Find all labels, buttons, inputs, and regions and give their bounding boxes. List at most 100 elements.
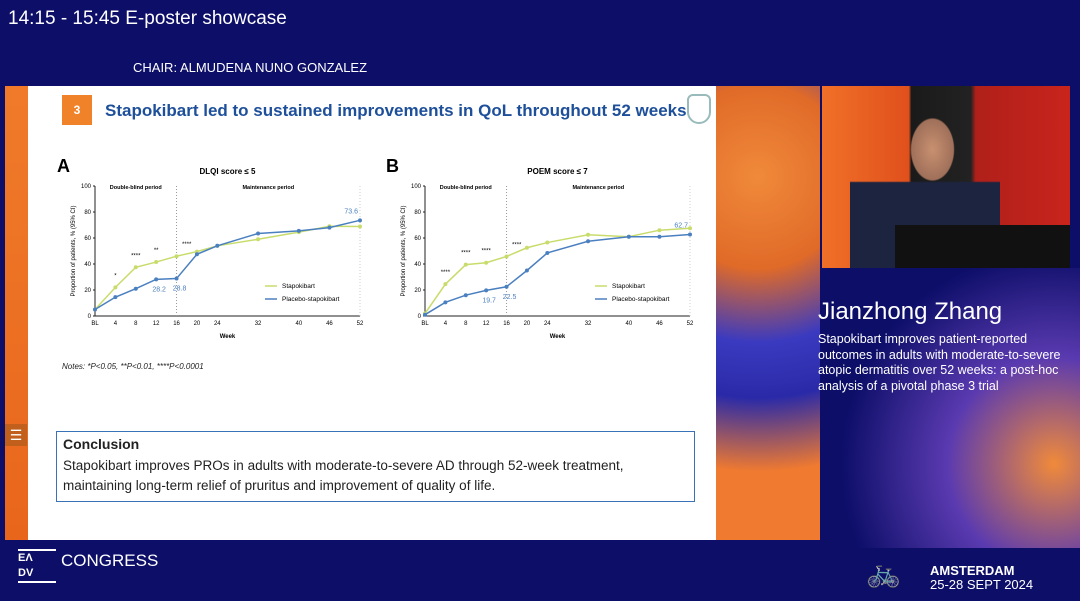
y-tick-label: 40 (414, 262, 421, 268)
conclusion-heading: Conclusion (63, 436, 140, 452)
x-tick-label: 24 (214, 321, 221, 327)
x-tick-label: 20 (194, 321, 201, 327)
data-point (524, 245, 529, 250)
significance-marker: ** (154, 248, 159, 254)
y-tick-label: 60 (414, 236, 421, 242)
legend-label: Stapokibart (612, 283, 645, 290)
x-tick-label: BL (421, 321, 429, 327)
chart-poem: POEM score ≤ 7 0 20 40 60 80 100 BL 4 8 12 16 20 24 32… (401, 167, 694, 340)
x-tick-label: 32 (255, 321, 262, 327)
panel-label-b: B (386, 156, 399, 176)
x-axis-label: Week (550, 334, 566, 340)
y-tick-label: 60 (84, 236, 91, 242)
y-tick-label: 100 (411, 184, 422, 190)
x-tick-label: 52 (357, 321, 364, 327)
data-label: 73.6 (344, 208, 358, 215)
institution-logo-icon (687, 94, 711, 124)
data-point (504, 284, 509, 289)
y-tick-label: 80 (414, 210, 421, 216)
data-point (524, 268, 529, 273)
data-point (657, 228, 662, 233)
city-label: AMSTERDAM (930, 563, 1015, 578)
data-point (113, 295, 118, 300)
speaker-name: Jianzhong Zhang (818, 298, 1003, 325)
data-point (174, 254, 179, 259)
significance-marker: **** (512, 242, 522, 248)
conclusion-text: Stapokibart improves PROs in adults with… (63, 458, 624, 493)
x-tick-label: 46 (326, 321, 333, 327)
data-point (423, 312, 427, 317)
data-point (154, 260, 159, 265)
data-point (133, 265, 138, 270)
x-tick-label: 4 (444, 321, 448, 327)
chart-dlqi: DLQI score ≤ 5 0 20 40 60 80 100 BL 4 8 12 16 20 24 32… (71, 167, 364, 340)
x-tick-label: 46 (656, 321, 663, 327)
legend-label: Stapokibart (282, 283, 315, 290)
data-point (133, 286, 138, 291)
data-point (463, 293, 468, 298)
x-tick-label: 16 (503, 321, 510, 327)
period-label: Maintenance period (242, 185, 294, 191)
conclusion-box: Conclusion Stapokibart improves PROs in … (56, 431, 695, 502)
decorative-background (716, 86, 820, 540)
dates-label: 25-28 SEPT 2024 (930, 577, 1034, 592)
data-point (296, 228, 301, 233)
x-tick-label: 12 (153, 321, 160, 327)
talk-title: Stapokibart improves patient-reported ou… (818, 332, 1061, 393)
significance-marker: **** (441, 270, 451, 276)
y-axis-label: Proportion of patients, % (95% CI) (401, 205, 407, 296)
y-tick-label: 20 (414, 288, 421, 294)
data-point (154, 277, 159, 282)
data-point (256, 231, 261, 236)
significance-marker: * (114, 273, 117, 279)
period-label: Double-blind period (440, 185, 492, 191)
data-point (484, 288, 489, 293)
x-tick-label: 16 (173, 321, 180, 327)
data-point (463, 262, 468, 267)
y-tick-label: 0 (88, 314, 92, 320)
data-label: 22.5 (503, 294, 517, 301)
menu-icon[interactable]: ☰ (5, 424, 27, 446)
y-tick-label: 40 (84, 262, 91, 268)
data-point (174, 276, 179, 281)
x-tick-label: 52 (687, 321, 694, 327)
data-point (93, 307, 97, 312)
data-label: 28.2 (152, 286, 166, 293)
congress-label: CONGRESS (61, 551, 159, 570)
significance-marker: **** (182, 242, 192, 248)
data-point (443, 300, 448, 305)
data-point (443, 282, 448, 287)
y-tick-label: 0 (418, 314, 422, 320)
legend-label: Placebo-stapokibart (612, 296, 670, 303)
significance-notes: Notes: *P<0.05, **P<0.01, ****P<0.0001 (62, 362, 204, 371)
x-axis-label: Week (220, 334, 236, 340)
presentation-slide: 3 Stapokibart led to sustained improveme… (28, 86, 716, 540)
y-axis-label: Proportion of patients, % (95% CI) (71, 205, 77, 296)
data-point (358, 218, 362, 223)
data-point (586, 239, 591, 244)
data-point (215, 243, 220, 248)
slide-title: Stapokibart led to sustained improvement… (105, 101, 687, 120)
eadv-logo: EΛ DV (18, 549, 56, 583)
data-point (545, 240, 550, 245)
bicycle-icon: 🚲 (866, 557, 901, 588)
significance-marker: **** (131, 253, 141, 259)
period-label: Maintenance period (572, 185, 624, 191)
data-point (688, 226, 692, 231)
period-label: Double-blind period (110, 185, 162, 191)
data-point (113, 285, 118, 290)
slide-number-badge: 3 (62, 95, 92, 125)
data-point (327, 225, 332, 230)
slide-side-strip (5, 86, 29, 540)
data-point (688, 232, 692, 237)
session-title: 14:15 - 15:45 E-poster showcase (8, 8, 287, 29)
data-label: 62.7 (674, 222, 688, 229)
data-point (484, 260, 489, 265)
data-point (194, 252, 199, 257)
x-tick-label: 40 (296, 321, 303, 327)
data-point (504, 254, 509, 259)
chair-label: CHAIR: ALMUDENA NUNO GONZALEZ (133, 60, 368, 75)
data-point (626, 234, 631, 239)
x-tick-label: 32 (585, 321, 592, 327)
chart-title: POEM score ≤ 7 (527, 167, 588, 176)
